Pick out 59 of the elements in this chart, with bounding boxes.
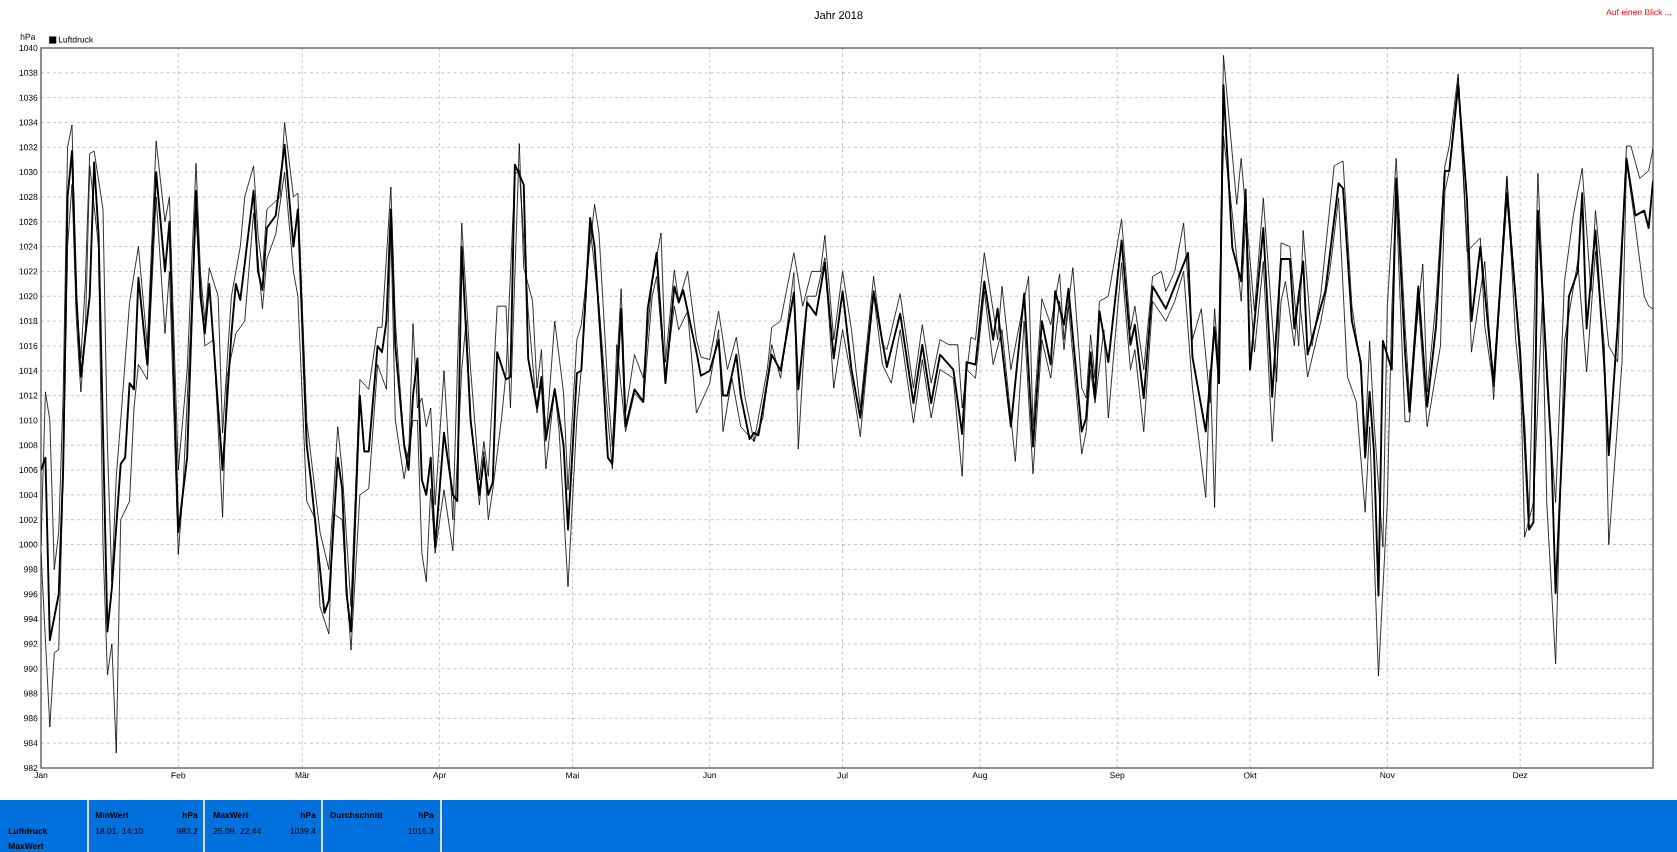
text: 1016.3 [408,827,434,834]
x-tick-label: Nov [1380,772,1395,779]
text: MaxWert [8,843,44,849]
text: 18.01. 14:10 [95,827,143,834]
text: 25.09. 22:44 [213,827,261,834]
text: hPa [418,811,434,819]
text: hPa [300,811,316,819]
y-tick-label: 1032 [19,144,38,151]
y-tick-label: 1024 [19,243,38,250]
y-tick-label: 982 [24,764,38,771]
x-tick-label: Feb [171,772,186,779]
y-tick-label: 1040 [19,44,38,51]
y-tick-label: 1022 [19,268,38,275]
text: Durchschnitt [330,811,383,819]
x-tick-label: Jan [34,772,48,779]
x-tick-label: Mär [295,772,310,779]
x-tick-label: Dez [1513,772,1528,779]
y-tick-label: 994 [24,616,38,623]
text: MaxWert [213,812,249,818]
text: 983.2 [176,827,198,834]
y-tick-label: 1016 [19,342,38,349]
y-tick-label: 1000 [19,541,38,548]
x-tick-label: Apr [432,772,447,780]
y-tick-label: 1010 [19,417,38,424]
y-tick-label: 1036 [19,94,38,101]
y-tick-label: 986 [24,715,38,722]
x-tick-label: Mai [566,772,579,779]
y-tick-label: 996 [24,591,38,598]
chart-title: Jahr 2018 [814,10,863,20]
legend-label: Luftdruck [58,36,94,43]
text: Luftdruck [8,827,48,835]
text: hPa [182,811,198,819]
y-tick-label: 1028 [19,193,38,200]
y-tick-label: 1020 [19,293,38,300]
y-tick-label: 1008 [19,442,38,449]
y-axis-title: hPa [20,33,36,40]
y-tick-label: 1012 [19,392,38,399]
y-tick-label: 990 [24,665,38,672]
x-tick-label: Jun [703,772,717,779]
y-tick-label: 992 [24,640,38,647]
x-tick-label: Okt [1243,772,1257,779]
y-tick-label: 1030 [19,169,38,176]
text: 1039.4 [290,827,316,834]
text: Auf einen Blick ... [1606,8,1672,16]
x-tick-label: Aug [972,772,987,780]
y-tick-label: 984 [24,740,38,747]
y-tick-label: 1002 [19,516,38,523]
x-tick-label: Jul [837,772,848,779]
y-tick-label: 988 [24,690,38,697]
text: MinWert [95,811,129,819]
y-tick-label: 1026 [19,218,38,225]
x-tick-label: Sep [1110,772,1125,780]
y-tick-label: 1034 [19,119,38,126]
y-tick-label: 998 [24,566,38,573]
y-tick-label: 1004 [19,491,38,498]
y-tick-label: 1038 [19,69,38,76]
y-tick-label: 1018 [19,318,38,325]
y-tick-label: 1014 [19,367,38,374]
y-tick-label: 1006 [19,467,38,474]
